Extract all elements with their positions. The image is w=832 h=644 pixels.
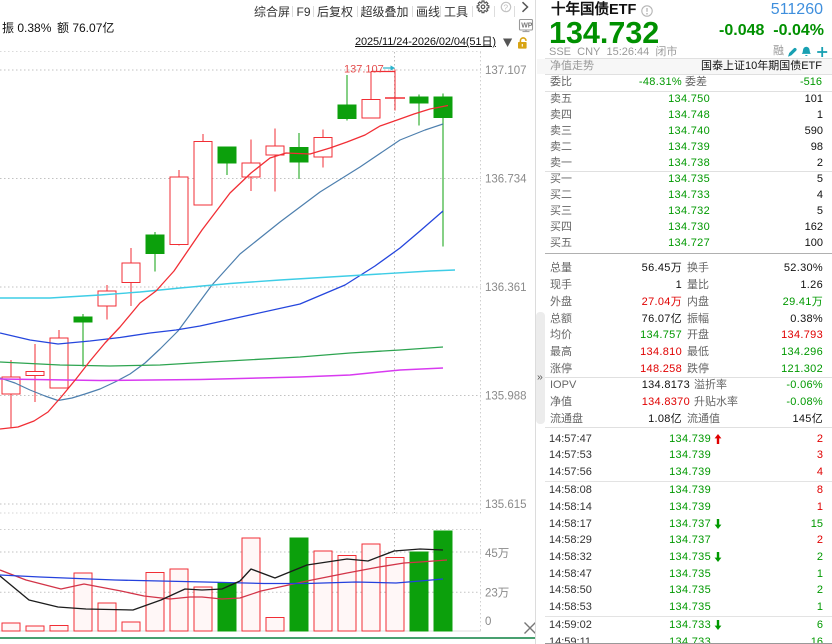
svg-text:136.734: 136.734 — [485, 174, 527, 186]
svg-text:WP: WP — [521, 23, 533, 30]
svg-text:?: ? — [503, 2, 508, 12]
svg-text:45万: 45万 — [485, 548, 509, 560]
svg-text:23万: 23万 — [485, 587, 509, 599]
svg-text:135.615: 135.615 — [485, 499, 527, 511]
svg-text:137.107: 137.107 — [344, 64, 384, 76]
svg-text:135.988: 135.988 — [485, 391, 527, 403]
svg-text:0: 0 — [485, 616, 491, 628]
svg-text:137.107: 137.107 — [485, 65, 527, 77]
svg-text:136.361: 136.361 — [485, 282, 527, 294]
